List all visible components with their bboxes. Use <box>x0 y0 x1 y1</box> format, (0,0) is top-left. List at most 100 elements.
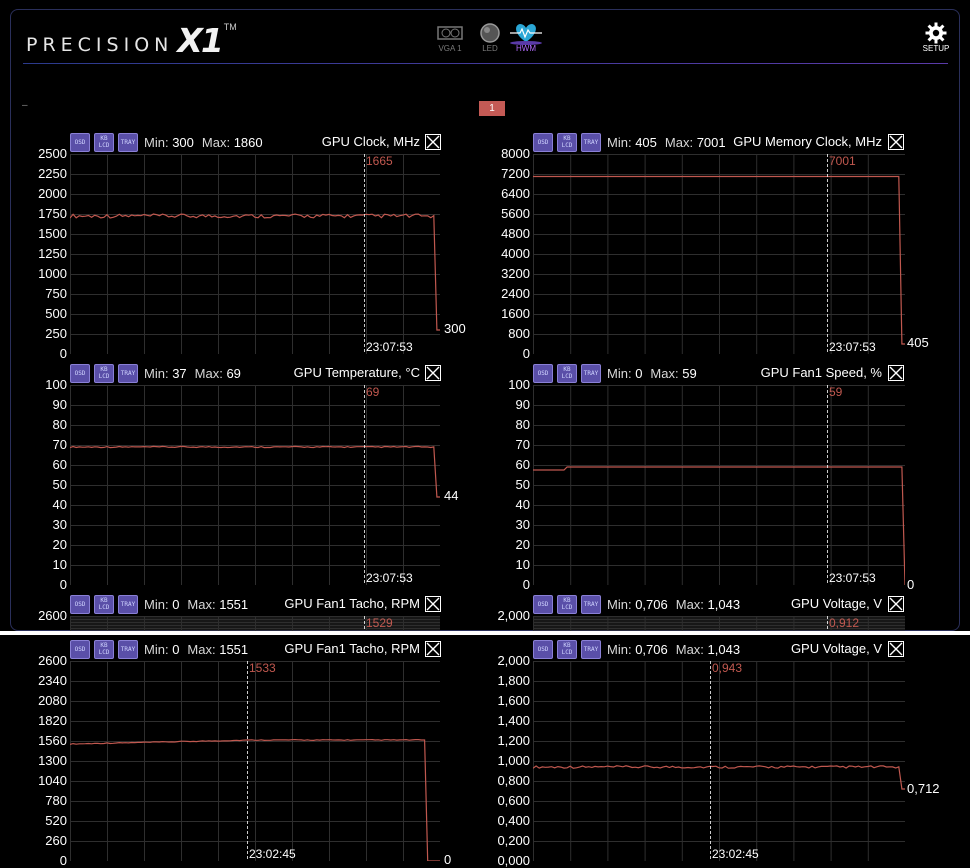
min-label: Min: <box>144 134 169 150</box>
setup-button[interactable]: SETUP <box>918 22 954 53</box>
close-graph-button[interactable] <box>425 596 441 612</box>
close-graph-button[interactable] <box>425 365 441 381</box>
kb-lcd-toggle[interactable]: KB LCD <box>557 639 577 659</box>
max-value: 69 <box>226 365 241 381</box>
max-value: 1551 <box>219 596 249 612</box>
osd-toggle[interactable]: OSD <box>70 594 90 614</box>
tray-toggle[interactable]: TRAY <box>118 594 138 614</box>
y-tick-label: 100 <box>45 377 67 392</box>
cursor-value: 0,912 <box>829 616 860 630</box>
tray-toggle[interactable]: TRAY <box>581 363 601 383</box>
y-tick-label: 8000 <box>501 146 530 161</box>
min-value: 0 <box>635 365 643 381</box>
y-tick-label: 1560 <box>38 733 67 748</box>
osd-toggle[interactable]: OSD <box>533 132 553 152</box>
y-tick-label: 1500 <box>38 226 67 241</box>
y-tick-label: 0,000 <box>497 853 530 868</box>
y-tick-label: 70 <box>52 437 67 452</box>
osd-toggle[interactable]: OSD <box>533 594 553 614</box>
collapse-dash[interactable]: – <box>22 100 28 111</box>
min-label: Min: <box>607 365 632 381</box>
osd-toggle[interactable]: OSD <box>70 639 90 659</box>
series-trace <box>533 175 905 345</box>
close-graph-button[interactable] <box>888 134 904 150</box>
logo-x1: X1 <box>177 21 223 60</box>
kb-lcd-toggle[interactable]: KB LCD <box>94 639 114 659</box>
y-tick-label: 50 <box>52 477 67 492</box>
y-tick-label: 100 <box>508 377 530 392</box>
close-icon <box>426 597 440 611</box>
close-graph-button[interactable] <box>425 641 441 657</box>
cursor-value: 0,943 <box>712 661 743 675</box>
kb-lcd-toggle[interactable]: KB LCD <box>557 363 577 383</box>
min-value: 405 <box>635 134 657 150</box>
tray-toggle[interactable]: TRAY <box>581 639 601 659</box>
series-trace <box>533 765 905 790</box>
osd-toggle[interactable]: OSD <box>70 132 90 152</box>
kb-lcd-toggle[interactable]: KB LCD <box>94 594 114 614</box>
graph-title: GPU Fan1 Tacho, RPM <box>284 641 420 656</box>
graph-title: GPU Memory Clock, MHz <box>733 134 882 149</box>
y-tick-label: 1,200 <box>497 733 530 748</box>
min-max-readout: Min: 0,706 Max: 1,043 <box>607 642 740 657</box>
graph-header: OSD KB LCD TRAY Min: 37 Max: 69 <box>70 363 241 383</box>
heart-monitor-icon <box>506 22 546 45</box>
y-tick-label: 4000 <box>501 246 530 261</box>
tray-toggle[interactable]: TRAY <box>118 132 138 152</box>
y-tick-label: 2,000 <box>497 653 530 668</box>
y-tick-label: 0,200 <box>497 833 530 848</box>
tray-toggle[interactable]: TRAY <box>581 132 601 152</box>
nav-hwm[interactable]: HWM <box>506 22 546 53</box>
y-tick-label: 30 <box>52 517 67 532</box>
graph-plot <box>70 385 440 585</box>
max-label: Max: <box>675 641 704 657</box>
tray-toggle[interactable]: TRAY <box>118 363 138 383</box>
y-tick-label: 1,400 <box>497 713 530 728</box>
y-tick-label: 0 <box>522 346 530 361</box>
kb-lcd-toggle[interactable]: KB LCD <box>557 132 577 152</box>
close-graph-button[interactable] <box>888 596 904 612</box>
y-tick-label: 2,000 <box>497 608 530 623</box>
cursor-value: 7001 <box>829 154 856 168</box>
nav-led[interactable]: LED <box>470 22 510 53</box>
tray-toggle[interactable]: TRAY <box>581 594 601 614</box>
min-max-readout: Min: 37 Max: 69 <box>144 366 241 381</box>
y-tick-label: 2080 <box>38 693 67 708</box>
graph-title: GPU Voltage, V <box>790 596 882 611</box>
kb-lcd-toggle[interactable]: KB LCD <box>94 363 114 383</box>
osd-toggle[interactable]: OSD <box>70 363 90 383</box>
graph-title: GPU Fan1 Speed, % <box>760 365 882 380</box>
min-value: 0 <box>172 596 180 612</box>
y-tick-label: 2250 <box>38 166 67 181</box>
osd-toggle[interactable]: OSD <box>533 363 553 383</box>
cursor-value: 1533 <box>249 661 276 675</box>
max-value: 1,043 <box>707 596 741 612</box>
y-tick-label: 2600 <box>38 608 67 623</box>
y-tick-label: 70 <box>515 437 530 452</box>
nav-vga1[interactable]: VGA 1 <box>430 22 470 53</box>
min-max-readout: Min: 300 Max: 1860 <box>144 135 263 150</box>
kb-lcd-toggle[interactable]: KB LCD <box>94 132 114 152</box>
current-value: 0 <box>444 852 452 867</box>
y-tick-label: 80 <box>515 417 530 432</box>
tray-toggle[interactable]: TRAY <box>118 639 138 659</box>
graph-title: GPU Voltage, V <box>790 641 882 656</box>
close-graph-button[interactable] <box>425 134 441 150</box>
y-tick-label: 6400 <box>501 186 530 201</box>
page-1-button[interactable]: 1 <box>479 101 505 116</box>
graph-plot <box>70 616 440 631</box>
y-tick-label: 250 <box>45 326 67 341</box>
min-max-readout: Min: 0 Max: 1551 <box>144 597 248 612</box>
kb-lcd-toggle[interactable]: KB LCD <box>557 594 577 614</box>
graph-header: OSD KB LCD TRAY Min: 0 Max: 1551 <box>70 594 248 614</box>
graph-header: OSD KB LCD TRAY Min: 0,706 Max: 1,043 <box>533 594 740 614</box>
min-label: Min: <box>144 641 169 657</box>
graph-plot <box>533 154 905 354</box>
osd-toggle[interactable]: OSD <box>533 639 553 659</box>
min-label: Min: <box>607 641 632 657</box>
close-graph-button[interactable] <box>888 365 904 381</box>
y-tick-label: 10 <box>52 557 67 572</box>
max-value: 59 <box>682 365 697 381</box>
close-graph-button[interactable] <box>888 641 904 657</box>
y-tick-label: 1300 <box>38 753 67 768</box>
